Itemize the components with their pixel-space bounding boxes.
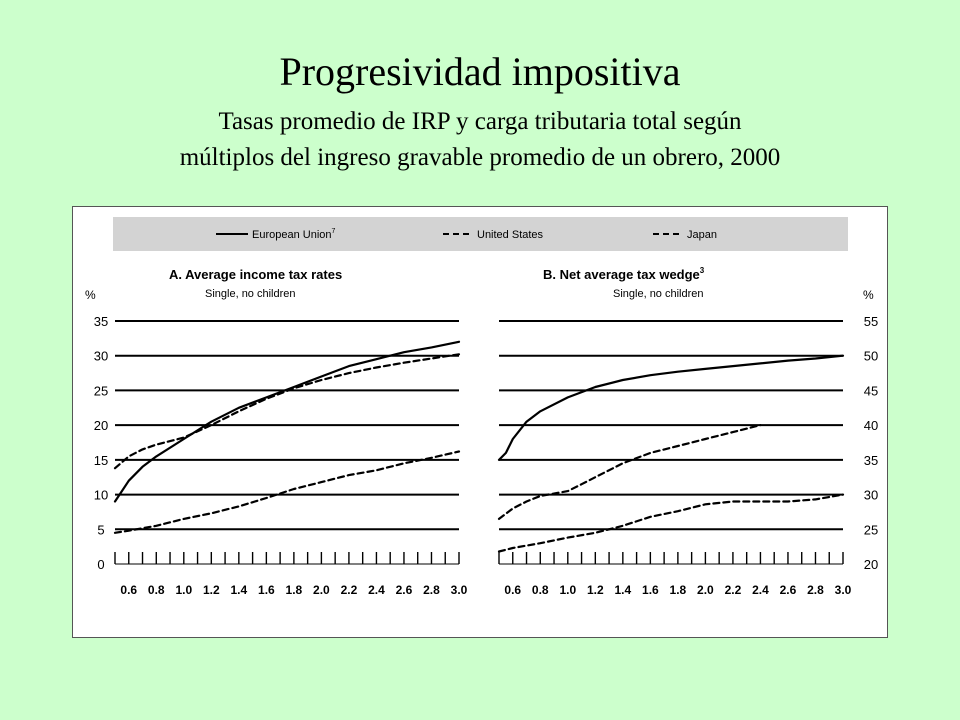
panel-a-subtitle: Single, no children (205, 288, 296, 300)
panel-b-ytick-label: 20 (864, 557, 878, 572)
panel-b-ytick-label: 30 (864, 488, 878, 503)
panel-b-xtick-label: 2.2 (725, 583, 742, 597)
panel-a-ylabel: % (85, 288, 96, 302)
subtitle-line-2: múltiplos del ingreso gravable promedio … (179, 144, 781, 171)
panel-a-xtick-label: 3.0 (451, 583, 468, 597)
panel-b-ytick-label: 40 (864, 418, 878, 433)
panel-b-plot: 20 25 30 35 40 45 50 55 0.6 0.8 1.0 1.2 1.4 1.6 1.8 2.0… (497, 314, 878, 597)
panel-a-series-united-states-line (113, 353, 461, 470)
legend-label-us: United States (477, 229, 544, 241)
panel-b-xtick-label: 2.8 (807, 583, 824, 597)
panel-b-title: B. Net average tax wedge3 (543, 266, 705, 282)
legend: European Union7 United States Japan (216, 228, 717, 241)
panel-a-series-european-union-line (113, 340, 461, 503)
panel-b-xtick-label: 2.4 (752, 583, 769, 597)
panel-a-ytick-label: 35 (94, 314, 108, 329)
panel-b-ytick-label: 35 (864, 453, 878, 468)
panel-a-xtick-label: 2.8 (423, 583, 440, 597)
panel-a-series-japan-line (113, 450, 461, 534)
panel-b-xtick-label: 1.4 (614, 583, 631, 597)
panel-a-ytick-label: 5 (97, 522, 104, 537)
panel-a-xtick-label: 1.4 (230, 583, 247, 597)
panel-a-xtick-label: 1.6 (258, 583, 275, 597)
panel-b-ytick-label: 25 (864, 522, 878, 537)
panel-a-ytick-label: 10 (94, 488, 108, 503)
subtitle-line-1: Tasas promedio de IRP y carga tributaria… (218, 108, 742, 135)
panel-b-xtick-label: 1.6 (642, 583, 659, 597)
panel-a-xtick-label: 2.2 (341, 583, 358, 597)
panel-b-ylabel: % (863, 288, 874, 302)
panel-a-xtick-label: 1.0 (175, 583, 192, 597)
panel-a-ytick-label: 0 (97, 557, 104, 572)
panel-b-series-japan-line (497, 493, 845, 553)
panel-b-series-united-states-line (497, 424, 762, 520)
panel-a-xtick-label: 0.8 (148, 583, 165, 597)
panel-a-ytick-label: 20 (94, 418, 108, 433)
slide-title: Progresividad impositiva (279, 49, 681, 94)
panel-a-title: A. Average income tax rates (169, 267, 342, 282)
panel-b-subtitle: Single, no children (613, 288, 704, 300)
panel-b-ytick-label: 45 (864, 383, 878, 398)
panel-a-xtick-label: 2.6 (396, 583, 413, 597)
legend-label-eu: European Union7 (252, 228, 336, 241)
panel-a-xtick-label: 2.0 (313, 583, 330, 597)
panel-b-xtick-label: 3.0 (835, 583, 852, 597)
panel-b-ytick-label: 50 (864, 349, 878, 364)
panel-b-xtick-label: 2.6 (780, 583, 797, 597)
panel-a-xtick-label: 2.4 (368, 583, 385, 597)
chart-svg: European Union7 United States Japan A. A… (85, 217, 878, 597)
panel-a-plot: 0 5 10 15 20 25 30 35 0.6 0.8 1.0 1.2 1.4 1.6 1.8 2.0 2.… (94, 314, 468, 597)
legend-label-japan: Japan (687, 229, 717, 241)
panel-b-ytick-label: 55 (864, 314, 878, 329)
panel-b-xtick-label: 1.2 (587, 583, 604, 597)
chart-figure: European Union7 United States Japan A. A… (72, 206, 888, 638)
panel-b-xtick-label: 1.8 (670, 583, 687, 597)
panel-a-xtick-label: 0.6 (120, 583, 137, 597)
panel-b-xtick-label: 2.0 (697, 583, 714, 597)
panel-a-xtick-label: 1.2 (203, 583, 220, 597)
panel-b-series-european-union-line (497, 354, 845, 461)
slide-subtitle: Tasas promedio de IRP y carga tributaria… (0, 104, 960, 176)
panel-b-xtick-label: 1.0 (559, 583, 576, 597)
panel-a-xtick-label: 1.8 (286, 583, 303, 597)
panel-b-xtick-label: 0.8 (532, 583, 549, 597)
panel-a-ytick-label: 30 (94, 349, 108, 364)
panel-a-ytick-label: 15 (94, 453, 108, 468)
panel-b-xtick-label: 0.6 (504, 583, 521, 597)
panel-a-ytick-label: 25 (94, 383, 108, 398)
